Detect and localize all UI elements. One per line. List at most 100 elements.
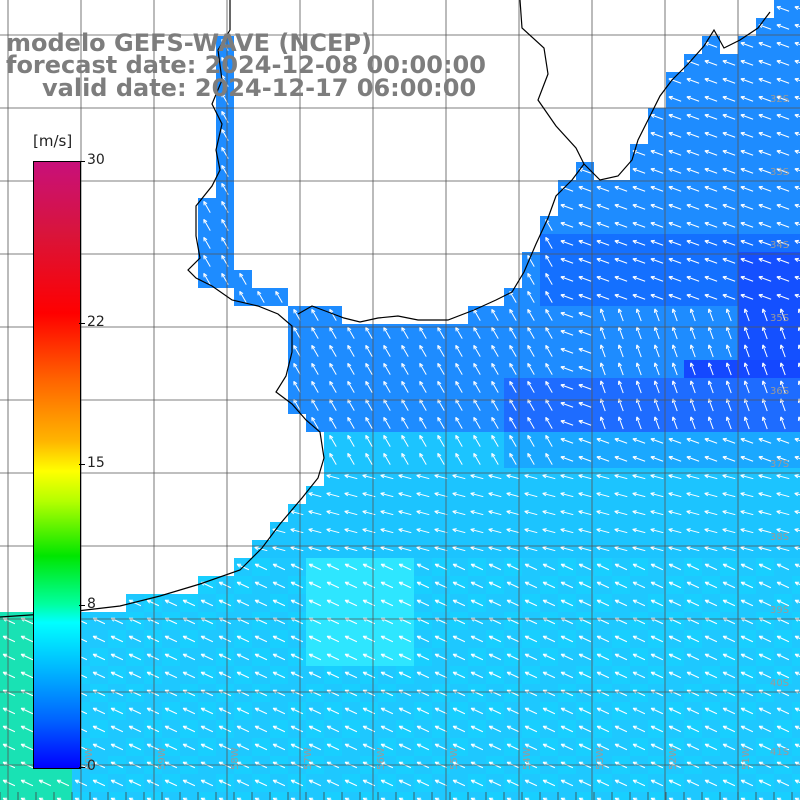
wind-arrow	[293, 344, 301, 357]
wind-arrow	[722, 203, 736, 210]
wind-arrow	[689, 308, 696, 322]
wind-arrow	[743, 308, 750, 322]
wind-arrow	[722, 167, 736, 174]
wind-arrow	[473, 326, 481, 339]
wind-arrow	[650, 455, 664, 462]
wind-arrow	[455, 326, 463, 339]
longitude-label: 57W	[303, 747, 314, 770]
colorbar-unit: [m/s]	[33, 132, 73, 150]
wind-arrow	[740, 131, 754, 138]
wind-arrow	[650, 203, 664, 210]
wind-arrow	[779, 362, 786, 376]
wind-arrow	[545, 416, 553, 429]
wind-arrow	[560, 347, 574, 354]
wind-cell	[792, 432, 800, 450]
wind-arrow	[632, 455, 646, 462]
wind-arrow	[383, 416, 391, 429]
wind-arrow	[365, 344, 373, 357]
wind-arrow	[578, 221, 592, 228]
wind-cell	[252, 792, 270, 800]
wind-arrow	[545, 380, 553, 393]
wind-arrow	[776, 149, 790, 156]
wind-arrow	[776, 23, 790, 30]
wind-arrow	[686, 203, 700, 210]
wind-arrow	[722, 293, 736, 300]
wind-arrow	[653, 416, 660, 430]
wind-arrow	[365, 434, 373, 447]
wind-arrow	[527, 452, 535, 465]
wind-arrow	[614, 239, 628, 246]
wind-arrow	[347, 434, 355, 447]
wind-cell	[792, 792, 800, 800]
wind-arrow	[722, 77, 736, 84]
wind-arrow	[614, 257, 628, 264]
wind-arrow	[758, 257, 772, 264]
wind-arrow	[545, 272, 553, 285]
wind-arrow	[779, 380, 786, 394]
wind-arrow	[329, 416, 337, 429]
wind-arrow	[560, 257, 574, 264]
wind-arrow	[542, 474, 556, 480]
wind-arrow	[689, 380, 696, 394]
wind-arrow	[365, 452, 373, 465]
wind-arrow	[383, 344, 391, 357]
wind-arrow	[257, 290, 265, 303]
wind-arrow	[704, 95, 718, 102]
wind-arrow	[740, 149, 754, 156]
wind-cell	[792, 180, 800, 198]
wind-arrow	[671, 308, 678, 322]
wind-arrow	[614, 437, 628, 444]
wind-cell	[630, 792, 648, 800]
wind-cell	[18, 792, 36, 800]
wind-arrow	[740, 275, 754, 282]
wind-arrow	[758, 221, 772, 228]
wind-arrow	[632, 239, 646, 246]
wind-arrow	[347, 452, 355, 465]
wind-arrow	[740, 257, 754, 264]
wind-arrow	[311, 308, 319, 321]
wind-arrow	[704, 185, 718, 192]
wind-arrow	[596, 437, 610, 444]
wind-cell	[450, 792, 468, 800]
wind-arrow	[203, 236, 211, 249]
wind-cell	[792, 252, 800, 270]
wind-arrow	[794, 437, 800, 442]
wind-arrow	[668, 167, 682, 174]
wind-arrow	[509, 416, 517, 429]
wind-arrow	[689, 344, 696, 358]
wind-arrow	[668, 95, 682, 102]
wind-arrow	[707, 308, 714, 322]
wind-arrow	[686, 131, 700, 138]
wind-arrow	[668, 149, 682, 156]
wind-arrow	[560, 455, 574, 462]
wind-arrow	[686, 293, 700, 300]
wind-arrow	[686, 275, 700, 282]
wind-arrow	[671, 380, 678, 394]
wind-arrow	[632, 185, 646, 192]
wind-arrow	[758, 203, 772, 210]
wind-arrow	[401, 434, 409, 447]
wind-cell	[504, 792, 522, 800]
wind-cell	[792, 738, 800, 756]
wind-arrow	[401, 452, 409, 465]
wind-arrow	[794, 131, 800, 136]
wind-cell	[90, 792, 108, 800]
wind-arrow	[704, 455, 718, 462]
wind-arrow	[275, 290, 283, 303]
wind-arrow	[509, 380, 517, 393]
latitude-label: 37S	[770, 459, 789, 470]
wind-arrow	[401, 380, 409, 393]
wind-arrow	[686, 77, 700, 84]
wind-arrow	[776, 437, 790, 444]
wind-arrow	[473, 344, 481, 357]
wind-cell	[540, 792, 558, 800]
wind-arrow	[398, 474, 412, 480]
wind-cell	[792, 90, 800, 108]
wind-arrow	[293, 308, 301, 321]
longitude-label: 55W	[449, 747, 460, 770]
wind-cell	[216, 792, 234, 800]
wind-arrow	[527, 290, 535, 303]
wind-arrow	[326, 474, 340, 480]
wind-arrow	[578, 311, 592, 318]
wind-arrow	[758, 239, 772, 246]
